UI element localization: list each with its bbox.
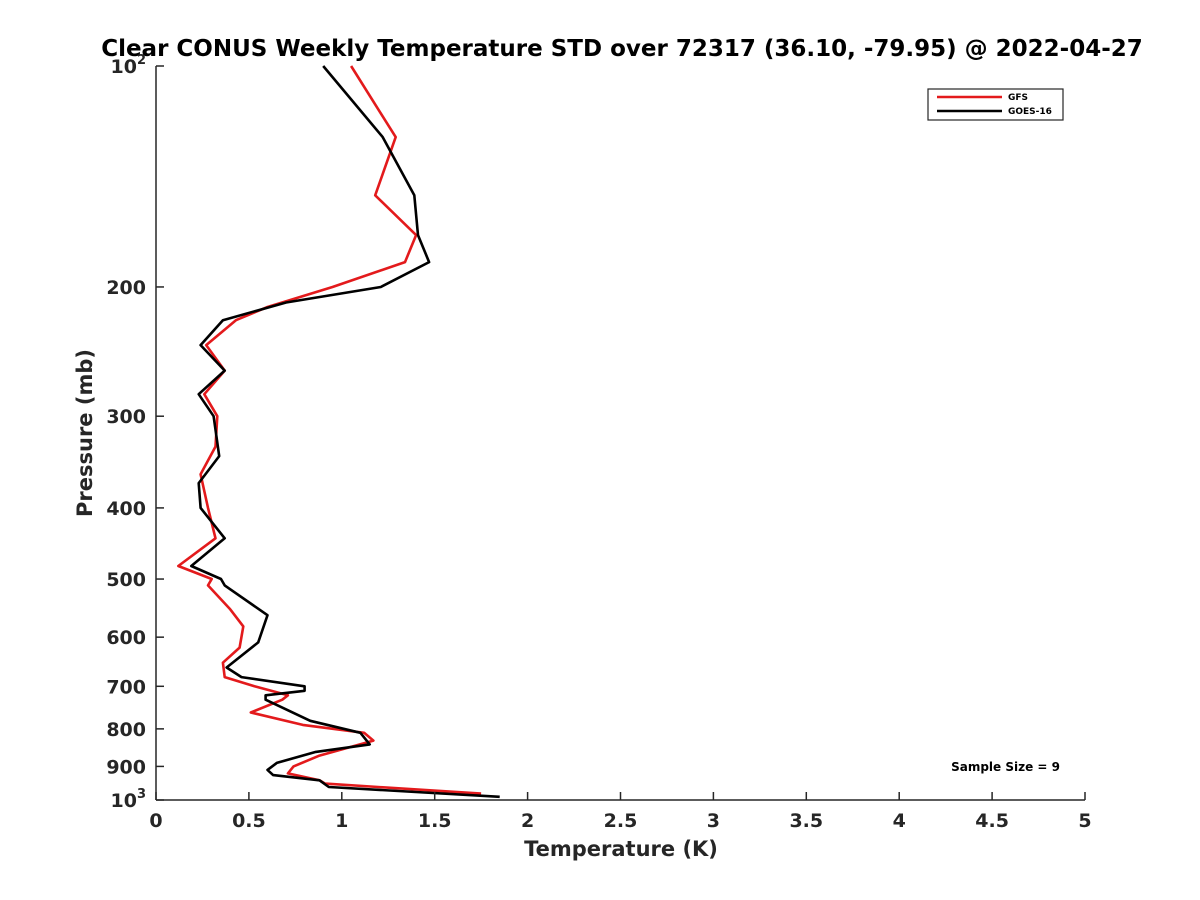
y-tick-label: 700 xyxy=(106,676,146,698)
legend-label-gfs: GFS xyxy=(1008,93,1028,103)
axes: 0 0.5 1 1.5 2 2.5 3 3.5 4 4.5 5 102 200 300 400 500 600 7… xyxy=(106,53,1091,832)
legend-box xyxy=(927,88,1064,121)
y-tick-label: 800 xyxy=(106,719,146,741)
y-tick-label: 200 xyxy=(106,277,146,299)
x-tick-label: 4 xyxy=(893,810,906,832)
x-tick-label: 2.5 xyxy=(604,810,638,832)
sample-size-annotation: Sample Size = 9 xyxy=(951,760,1060,774)
legend-label-goes-16: GOES-16 xyxy=(1008,107,1052,117)
x-tick-label: 2 xyxy=(521,810,534,832)
y-tick-label: 400 xyxy=(106,498,146,520)
y-tick-label: 500 xyxy=(106,569,146,591)
x-tick-label: 1 xyxy=(335,810,348,832)
x-tick-label: 5 xyxy=(1078,810,1091,832)
y-tick-label: 300 xyxy=(106,406,146,428)
chart-title: Clear CONUS Weekly Temperature STD over … xyxy=(101,36,1143,62)
x-tick-label: 1.5 xyxy=(418,810,452,832)
series-line-goes-16 xyxy=(190,65,500,799)
x-tick-label: 4.5 xyxy=(975,810,1009,832)
plot-lines xyxy=(177,65,500,799)
x-tick-label: 3.5 xyxy=(789,810,823,832)
x-tick-label: 3 xyxy=(707,810,720,832)
y-axis-label: Pressure (mb) xyxy=(73,349,97,517)
legend: GFS GOES-16 xyxy=(927,88,1064,121)
x-tick-label: 0 xyxy=(149,810,162,832)
y-tick-label: 102 xyxy=(111,53,147,78)
y-tick-label: 900 xyxy=(106,756,146,778)
x-axis-label: Temperature (K) xyxy=(524,837,718,861)
y-tick-label: 600 xyxy=(106,627,146,649)
x-tick-label: 0.5 xyxy=(232,810,266,832)
series-line-gfs xyxy=(177,65,482,795)
y-tick-label: 103 xyxy=(111,787,147,812)
